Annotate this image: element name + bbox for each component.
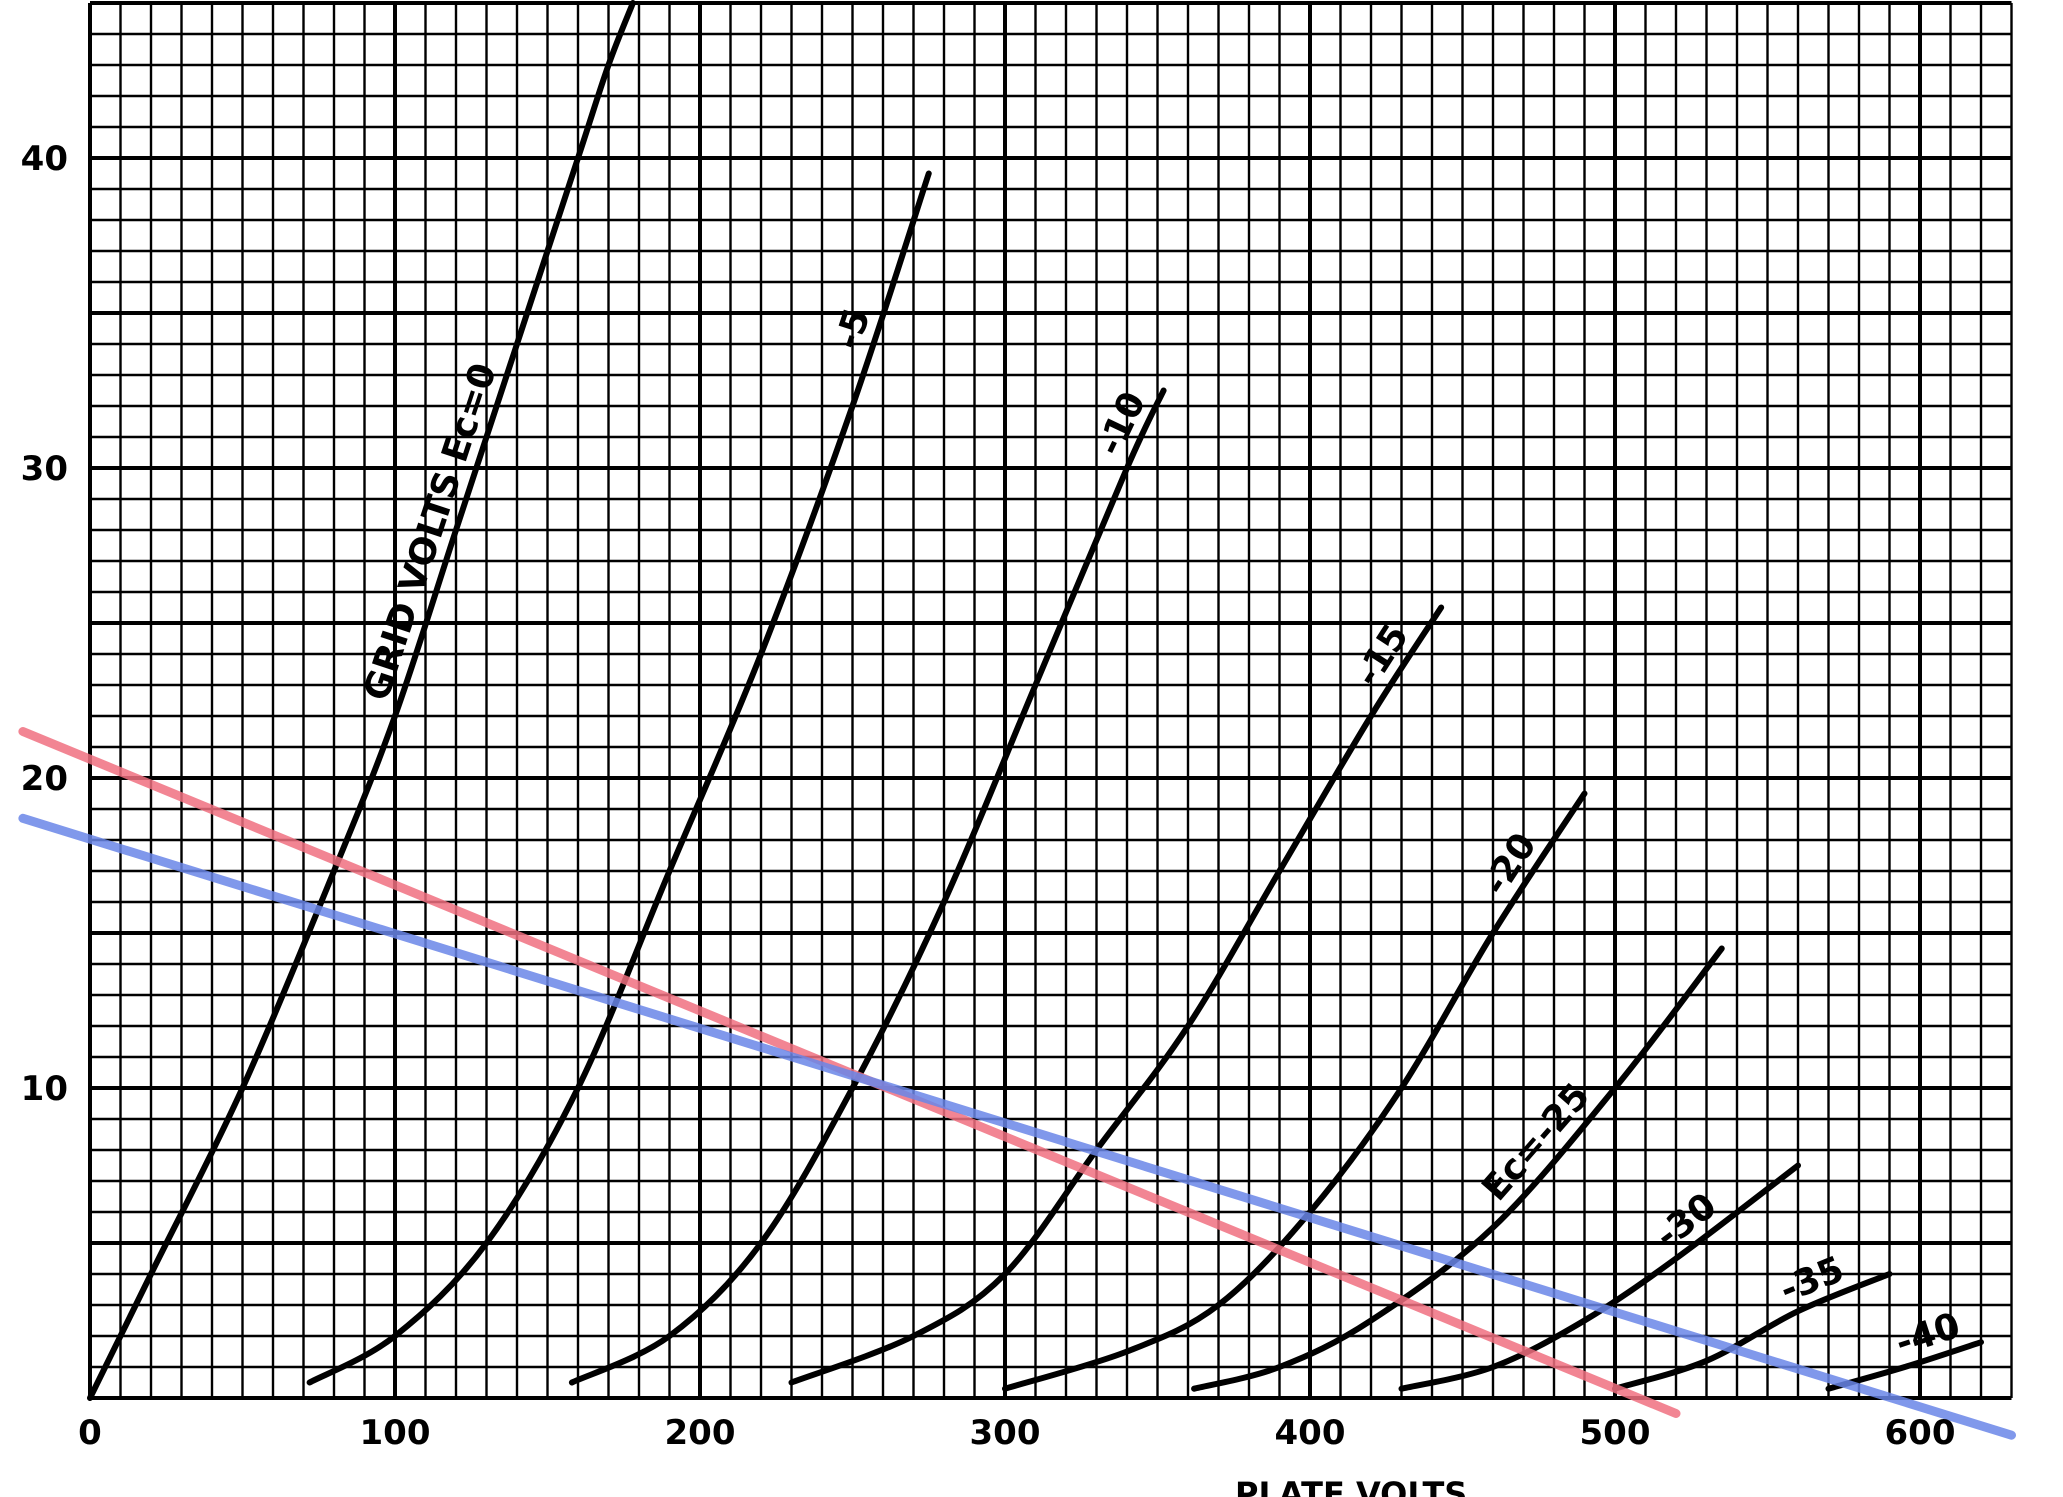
curve-6: [1398, 1162, 1801, 1392]
curve-label-4: -20: [1475, 826, 1545, 903]
curve-7: [1612, 1271, 1893, 1392]
load-line-1: [18, 813, 2016, 1440]
curve-1: [306, 170, 932, 1386]
y-tick-label: 40: [21, 139, 68, 179]
x-tick-label: 100: [360, 1413, 431, 1453]
x-tick-label: 600: [1885, 1413, 1956, 1453]
y-tick-label: 30: [21, 449, 68, 489]
x-tick-label: 300: [970, 1413, 1041, 1453]
x-tick-label: 200: [665, 1413, 736, 1453]
grid-major-lines: [88, 1, 2012, 1400]
y-axis-tick-labels: 10 20 30 40: [21, 139, 68, 1109]
curve-label-6: -30: [1648, 1185, 1725, 1257]
load-lines: [18, 727, 2016, 1440]
curve-3: [788, 604, 1445, 1386]
y-tick-label: 20: [21, 759, 68, 799]
curve-2: [568, 387, 1167, 1386]
x-tick-label: 500: [1580, 1413, 1651, 1453]
grid-minor-lines: [90, 3, 2013, 1398]
curve-label-8: -40: [1891, 1305, 1966, 1364]
y-tick-label: 10: [21, 1069, 68, 1109]
x-tick-label: 0: [78, 1413, 102, 1453]
curve-4: [1002, 790, 1588, 1392]
x-tick-label: 400: [1275, 1413, 1346, 1453]
curve-0: [87, 0, 636, 1401]
curve-label-7: -35: [1774, 1249, 1850, 1311]
curve-5: [1191, 945, 1725, 1392]
x-axis-title: PLATE VOLTS: [1235, 1475, 1467, 1497]
characteristic-curves: [87, 0, 1984, 1401]
curve-label-3: -15: [1347, 617, 1417, 694]
x-axis-tick-labels: 0 100 200 300 400 500 600: [78, 1413, 1955, 1453]
